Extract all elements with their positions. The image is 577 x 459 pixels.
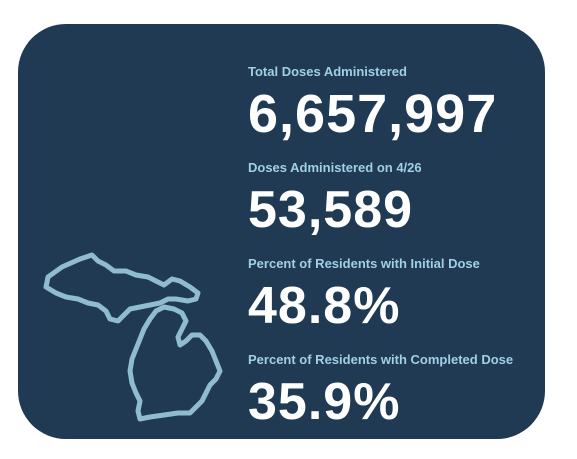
stat-label: Total Doses Administered [248, 64, 407, 79]
stat-total-doses: Total Doses Administered 6,657,997 [248, 64, 497, 142]
michigan-outline-icon [43, 252, 223, 422]
stat-value: 48.8% [248, 277, 401, 335]
stat-value: 53,589 [248, 181, 414, 239]
stat-label: Percent of Residents with Initial Dose [248, 256, 480, 271]
stat-label: Percent of Residents with Completed Dose [248, 352, 514, 367]
stat-completed-dose: Percent of Residents with Completed Dose… [248, 352, 513, 430]
stats-card: Total Doses Administered 6,657,997 Doses… [18, 24, 545, 439]
stat-doses-today: Doses Administered on 4/26 53,589 [248, 160, 422, 238]
stat-label: Doses Administered on 4/26 [248, 160, 422, 175]
stat-initial-dose: Percent of Residents with Initial Dose 4… [248, 256, 480, 334]
stat-value: 6,657,997 [248, 84, 498, 144]
stat-value: 35.9% [248, 373, 401, 431]
